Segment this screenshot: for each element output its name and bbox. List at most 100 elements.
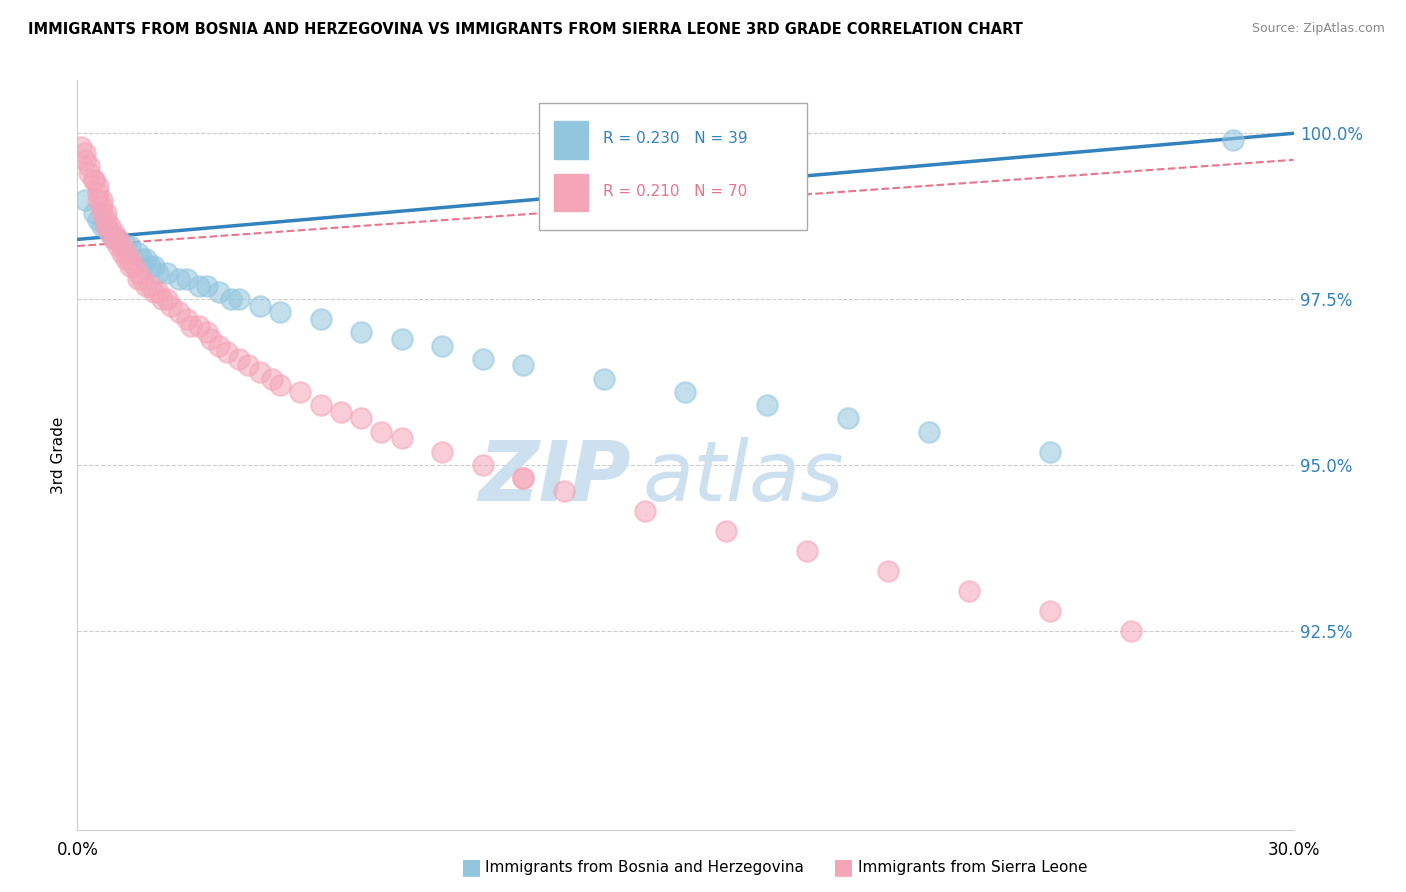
Point: [86, 186, 108, 200]
Point: [131, 272, 153, 286]
Point: [837, 411, 859, 425]
Text: R = 0.230   N = 39: R = 0.230 N = 39: [603, 131, 748, 146]
Point: [471, 458, 494, 472]
FancyBboxPatch shape: [554, 174, 588, 211]
Point: [83, 173, 105, 187]
Point: [115, 239, 138, 253]
Point: [350, 411, 373, 425]
Point: [86, 212, 108, 227]
Point: [634, 504, 657, 518]
Point: [755, 398, 778, 412]
Point: [86, 179, 108, 194]
FancyBboxPatch shape: [554, 121, 588, 159]
Point: [139, 278, 162, 293]
Point: [290, 384, 312, 399]
Point: [118, 259, 141, 273]
Point: [94, 219, 117, 234]
Point: [103, 226, 125, 240]
Point: [228, 292, 250, 306]
Point: [90, 219, 112, 234]
Point: [70, 139, 93, 153]
Point: [86, 193, 108, 207]
Point: [918, 425, 941, 439]
Point: [118, 252, 141, 267]
Point: [195, 278, 218, 293]
Point: [127, 272, 149, 286]
Point: [135, 278, 157, 293]
Point: [127, 245, 149, 260]
Point: [107, 239, 129, 253]
Point: [1222, 133, 1244, 147]
Point: [75, 153, 97, 167]
Point: [139, 259, 162, 273]
Point: [79, 166, 101, 180]
Point: [195, 325, 218, 339]
Text: ■: ■: [834, 857, 853, 877]
Point: [391, 431, 413, 445]
Point: [115, 252, 138, 267]
Text: Immigrants from Sierra Leone: Immigrants from Sierra Leone: [858, 860, 1087, 874]
Point: [430, 444, 453, 458]
Point: [115, 245, 138, 260]
Point: [796, 544, 818, 558]
Point: [180, 318, 202, 333]
Point: [155, 292, 177, 306]
Text: ZIP: ZIP: [478, 437, 631, 518]
Text: ■: ■: [461, 857, 481, 877]
Point: [553, 484, 575, 499]
Point: [370, 425, 392, 439]
Point: [391, 332, 413, 346]
Point: [98, 219, 121, 234]
Point: [176, 272, 198, 286]
Point: [122, 259, 145, 273]
Point: [135, 252, 157, 267]
Point: [94, 212, 117, 227]
Point: [1039, 604, 1062, 618]
Point: [208, 338, 231, 352]
Point: [249, 365, 271, 379]
Point: [593, 372, 616, 386]
Point: [167, 305, 190, 319]
Point: [98, 226, 121, 240]
Point: [217, 345, 239, 359]
Point: [155, 266, 177, 280]
Point: [167, 272, 190, 286]
Point: [260, 372, 283, 386]
Point: [131, 252, 153, 267]
Text: Source: ZipAtlas.com: Source: ZipAtlas.com: [1251, 22, 1385, 36]
Point: [176, 312, 198, 326]
Point: [127, 266, 149, 280]
Point: [90, 199, 112, 213]
Point: [329, 405, 352, 419]
Point: [269, 305, 291, 319]
Point: [957, 583, 980, 598]
Point: [188, 278, 211, 293]
Point: [118, 239, 141, 253]
Point: [143, 259, 166, 273]
Point: [75, 193, 97, 207]
Point: [1121, 624, 1143, 638]
Point: [236, 359, 259, 373]
Point: [103, 232, 125, 246]
Point: [111, 239, 134, 253]
Point: [148, 266, 170, 280]
Point: [107, 232, 129, 246]
Point: [111, 245, 134, 260]
Point: [159, 299, 181, 313]
Point: [269, 378, 291, 392]
Point: [90, 206, 112, 220]
Point: [94, 219, 117, 234]
Point: [75, 146, 97, 161]
Point: [430, 338, 453, 352]
Point: [143, 285, 166, 300]
Point: [512, 471, 534, 485]
Point: [512, 471, 534, 485]
Text: atlas: atlas: [643, 437, 845, 518]
Point: [675, 384, 697, 399]
Point: [249, 299, 271, 313]
Point: [188, 318, 211, 333]
Point: [221, 292, 243, 306]
Text: R = 0.210   N = 70: R = 0.210 N = 70: [603, 184, 747, 199]
Point: [471, 351, 494, 366]
Point: [228, 351, 250, 366]
